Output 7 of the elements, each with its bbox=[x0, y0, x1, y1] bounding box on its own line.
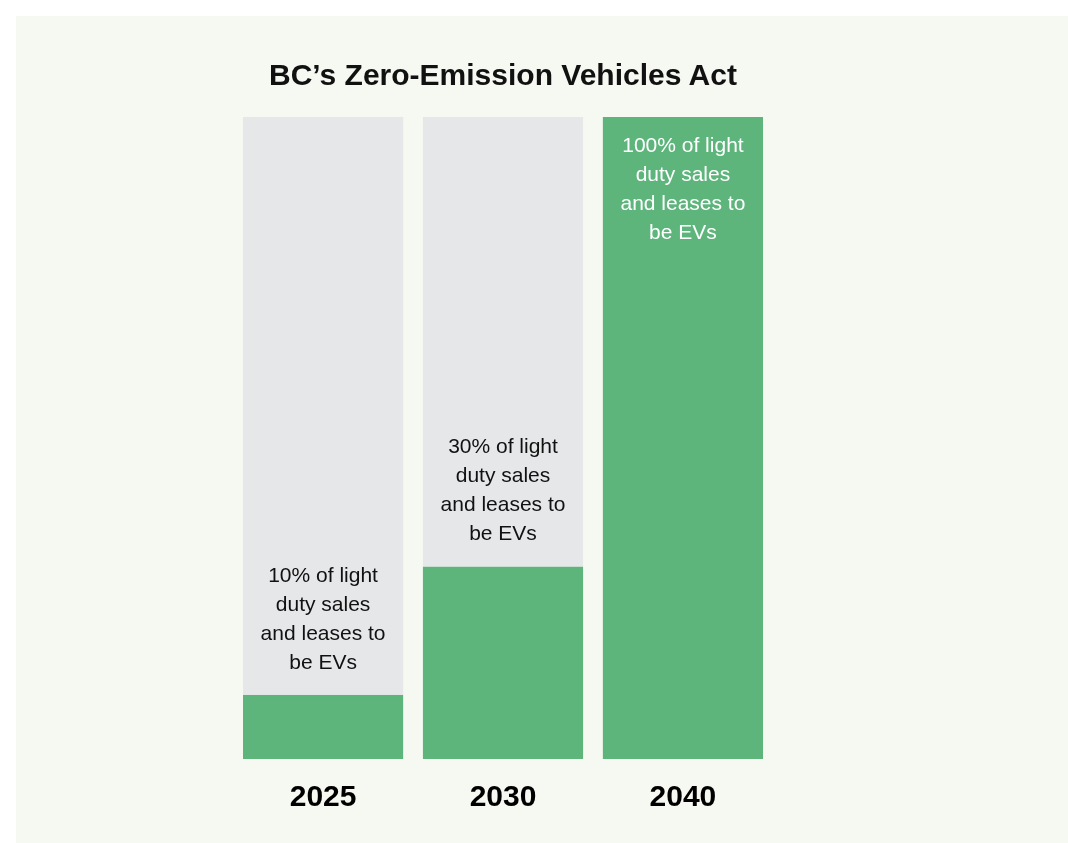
x-tick-label: 2040 bbox=[649, 778, 717, 812]
x-tick-label: 2025 bbox=[289, 778, 357, 812]
data-label: 30% of light duty sales and leases to be EVs bbox=[440, 434, 566, 545]
data-label: 10% of light duty sales and leases to be EVs bbox=[260, 562, 386, 673]
data-label: 100% of light duty sales and leases to be EVs bbox=[620, 133, 746, 243]
chart-title: BC’s Zero-Emission Vehicles Act bbox=[269, 58, 737, 91]
x-tick-label: 2030 bbox=[469, 778, 537, 812]
